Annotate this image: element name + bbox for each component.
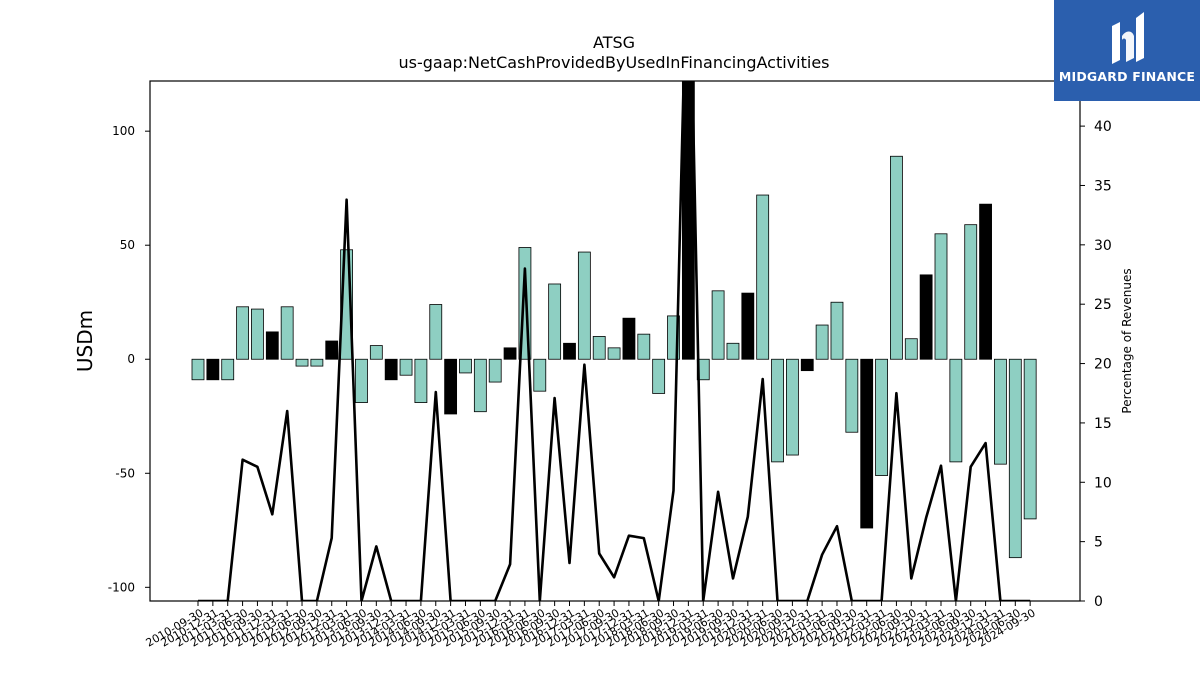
bar-2015-06-30: [473, 358, 487, 413]
midgard-finance-logo: MIDGARD FINANCE: [1054, 0, 1200, 101]
bar-2012-06-30: [295, 358, 309, 367]
bar-2020-09-30: [786, 358, 799, 456]
y2-tick-label: 15: [1094, 416, 1112, 432]
bar-2017-06-30: [592, 336, 606, 360]
bar-2014-06-30: [414, 358, 428, 403]
bar-2018-06-30: [652, 358, 666, 394]
bar-2020-03-31: [756, 194, 770, 360]
bar-2019-06-30: [711, 290, 725, 360]
y2-tick-label: 25: [1094, 297, 1112, 313]
y-tick-label: 50: [120, 238, 135, 252]
bar-2010-12-31: [206, 358, 220, 381]
bar-2024-09-30: [1023, 358, 1037, 520]
y2-tick-label: 20: [1094, 357, 1112, 373]
bar-2011-09-30: [251, 308, 264, 360]
bar-2023-06-30: [949, 358, 963, 463]
bar-2015-03-31: [459, 358, 472, 374]
bar-2012-12-31: [325, 340, 339, 360]
y2-tick-label: 10: [1094, 475, 1112, 491]
bar-2015-09-30: [488, 358, 502, 383]
bar-2014-12-31: [444, 358, 458, 415]
bar-2018-03-31: [637, 333, 651, 360]
bar-2014-03-31: [399, 358, 413, 376]
y-tick-label: -50: [115, 466, 135, 480]
bar-2019-09-30: [726, 342, 740, 360]
midgard-logo-icon: [1112, 12, 1144, 64]
y-axis-label: USDm: [73, 310, 97, 372]
y2-tick-label: 5: [1094, 535, 1103, 551]
bar-2023-12-31: [979, 203, 992, 360]
bar-2023-03-31: [934, 233, 948, 360]
bar-2017-12-31: [622, 317, 636, 360]
bar-2023-09-30: [964, 224, 978, 360]
bar-2011-03-31: [221, 358, 235, 381]
bar-2022-09-30: [904, 338, 918, 360]
bar-2021-06-30: [830, 301, 844, 360]
bar-2013-12-31: [384, 358, 398, 381]
bar-2022-03-31: [875, 358, 888, 476]
bar-2015-12-31: [503, 347, 517, 360]
y2-tick-label: 0: [1094, 594, 1103, 610]
plot-frame: [149, 80, 1081, 602]
bar-2021-09-30: [845, 358, 859, 433]
bar-2014-09-30: [429, 304, 443, 360]
bar-2011-12-31: [265, 331, 279, 360]
bar-2024-06-30: [1008, 358, 1022, 559]
y2-tick-label: 30: [1094, 238, 1112, 254]
bar-2020-06-30: [771, 358, 784, 463]
logo-text: MIDGARD FINANCE: [1058, 69, 1196, 84]
y-tick-label: -100: [108, 580, 135, 594]
chart-subtitle: us-gaap:NetCashProvidedByUsedInFinancing…: [398, 53, 829, 72]
bar-2022-06-30: [890, 155, 903, 360]
y2-axis-label: Percentage of Revenues: [1120, 268, 1134, 413]
bar-2016-09-30: [548, 283, 562, 360]
y-tick-label: 0: [127, 352, 135, 366]
bar-2011-06-30: [236, 306, 249, 360]
y2-tick-label: 35: [1094, 178, 1112, 194]
bar-2016-12-31: [563, 342, 576, 360]
pct-of-revenues-line: [198, 81, 1031, 601]
bar-2020-12-31: [800, 358, 814, 372]
bar-2017-09-30: [607, 347, 621, 360]
bar-2012-09-30: [310, 358, 324, 367]
bar-2022-12-31: [919, 274, 933, 360]
bar-2024-03-31: [994, 358, 1007, 465]
bar-2021-03-31: [815, 324, 829, 360]
chart-title: ATSG: [593, 33, 635, 52]
bar-2021-12-31: [860, 358, 874, 529]
bar-2013-06-30: [355, 358, 368, 403]
bar-2016-06-30: [533, 358, 547, 392]
bar-2019-12-31: [741, 292, 755, 360]
y-tick-label: 100: [112, 124, 135, 138]
bar-2013-09-30: [369, 345, 383, 360]
bar-2012-03-31: [280, 306, 294, 360]
bar-2017-03-31: [577, 251, 591, 360]
y2-tick-label: 40: [1094, 119, 1112, 135]
bar-2010-09-30: [191, 358, 205, 381]
